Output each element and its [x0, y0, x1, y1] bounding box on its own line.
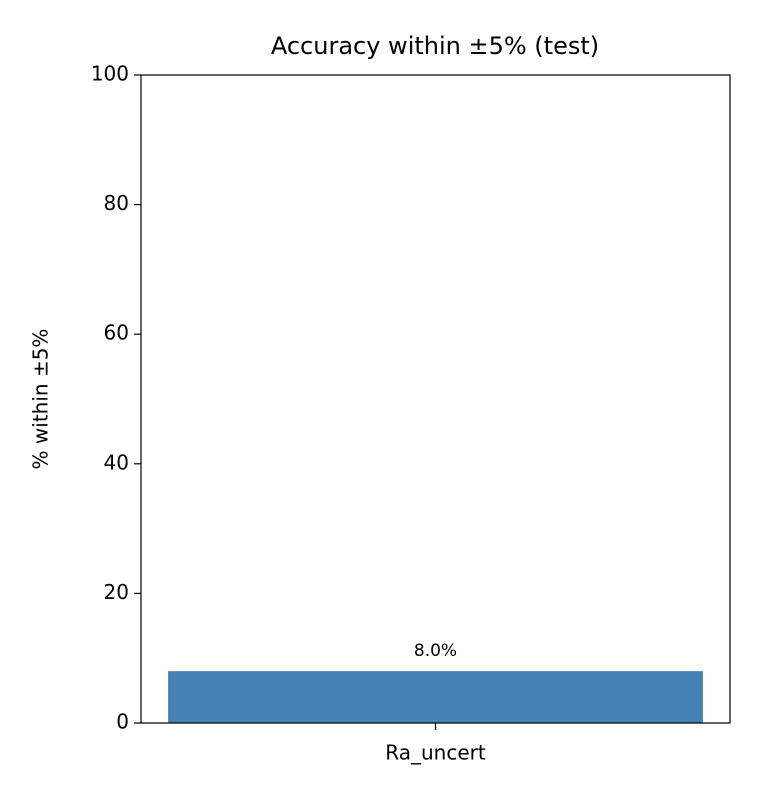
plot-frame: [140, 74, 731, 724]
y-tick-label: 100: [91, 62, 129, 86]
value-label: 8.0%: [414, 641, 457, 661]
y-tick-label: 40: [104, 450, 129, 474]
y-axis-label: % within ±5%: [29, 329, 53, 470]
y-tick-label: 20: [104, 580, 129, 604]
y-tick-label: 0: [116, 710, 129, 734]
y-tick-label: 60: [104, 321, 129, 345]
chart-title: Accuracy within ±5% (test): [271, 32, 599, 60]
x-tick-label: Ra_uncert: [385, 741, 486, 765]
y-tick-label: 80: [104, 191, 129, 215]
bar: [168, 671, 703, 723]
